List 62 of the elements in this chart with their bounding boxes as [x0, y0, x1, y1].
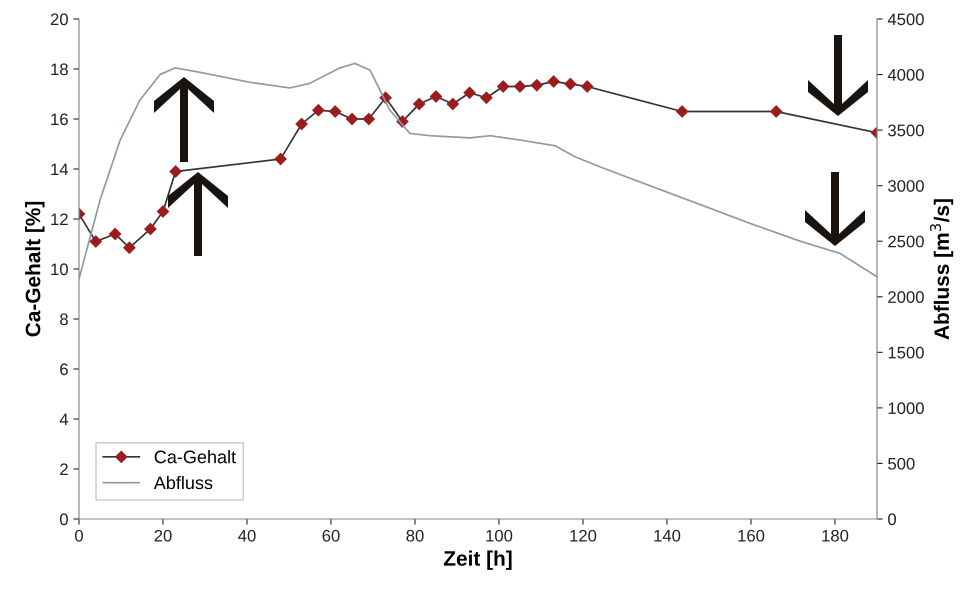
x-tick-label: 180 — [822, 530, 848, 542]
line-series — [79, 62, 877, 280]
y2-tick-label: 4500 — [888, 13, 924, 26]
point — [362, 112, 375, 126]
point — [446, 98, 459, 110]
y2-tick-label: 3000 — [888, 180, 924, 192]
y-tick-label: 14 — [51, 164, 68, 176]
point — [144, 222, 156, 236]
point — [296, 118, 308, 130]
point — [312, 104, 324, 116]
y2-tick-label: 3500 — [888, 124, 924, 136]
point — [413, 98, 426, 110]
point — [274, 152, 287, 166]
point — [676, 105, 688, 118]
x-tick-label: 80 — [406, 530, 424, 542]
y2-tick-label: 500 — [888, 458, 915, 470]
point — [581, 80, 594, 93]
point — [156, 205, 170, 218]
point — [109, 228, 122, 240]
x-tick-label: 100 — [486, 530, 512, 542]
x-tick-label: 20 — [154, 530, 172, 542]
x-tick-label: 0 — [75, 530, 83, 542]
legend-label: Abfluss — [154, 476, 212, 490]
y-tick-label: 20 — [50, 13, 68, 26]
point — [770, 105, 782, 118]
point — [548, 75, 560, 88]
y2-tick-label: 1500 — [888, 346, 924, 359]
y2-tick-label: 1000 — [888, 402, 924, 414]
x-tick-label: 140 — [654, 530, 680, 542]
x-tick-label: 120 — [570, 530, 596, 542]
y-tick-label: 10 — [51, 263, 68, 276]
point — [346, 112, 358, 126]
y-axis-title: Ca-Gehalt [%] — [25, 202, 44, 336]
point — [430, 90, 442, 103]
y2-tick-label: 4000 — [888, 68, 924, 81]
y-tick-label: 16 — [51, 113, 68, 126]
point — [329, 105, 342, 118]
point — [464, 86, 476, 99]
point — [480, 92, 492, 104]
point — [514, 80, 526, 93]
x-tick-label: 40 — [238, 530, 256, 542]
y2-tick-label: 2500 — [888, 236, 924, 248]
point — [564, 78, 576, 90]
y-tick-label: 8 — [60, 313, 68, 326]
y-tick-label: 2 — [60, 463, 68, 476]
point — [497, 80, 510, 93]
point — [123, 242, 136, 254]
y-tick-label: 6 — [60, 363, 68, 376]
x-tick-label: 160 — [738, 530, 764, 542]
y2-axis-title: Abfluss [m$^{3}$/s] — [930, 199, 954, 340]
legend-label: Ca-Gehalt — [154, 450, 236, 464]
y-tick-label: 18 — [51, 63, 68, 76]
point — [170, 165, 182, 178]
y-tick-label: 12 — [51, 213, 68, 226]
y2-tick-label: 0 — [888, 513, 896, 526]
y2-tick-label: 2000 — [888, 291, 924, 303]
x-tick-label: 60 — [322, 530, 340, 542]
y-tick-label: 4 — [60, 414, 68, 426]
point — [530, 79, 543, 92]
x-axis-title: Zeit [h] — [444, 550, 512, 570]
y-tick-label: 0 — [60, 513, 68, 526]
point — [90, 235, 102, 248]
